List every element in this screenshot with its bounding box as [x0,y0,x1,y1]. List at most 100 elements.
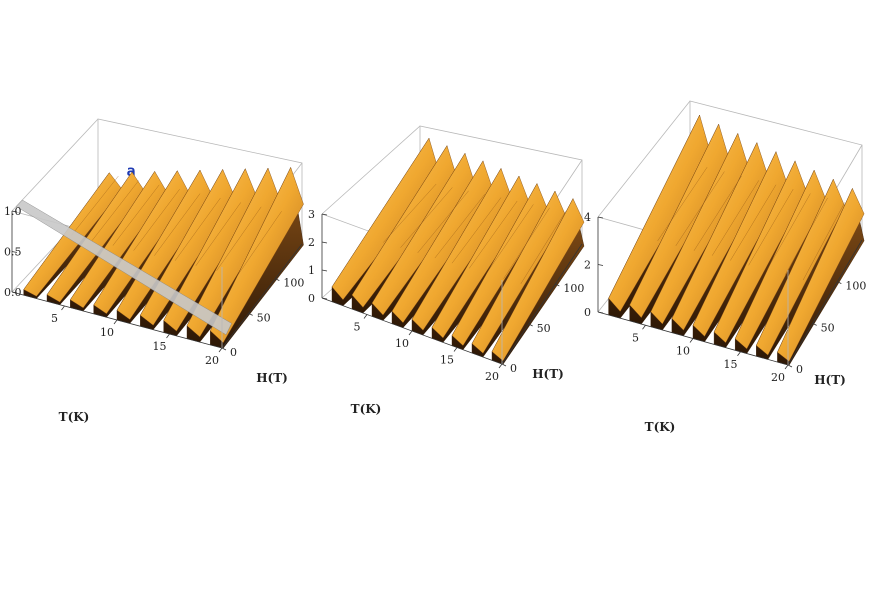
x-tick-label: 15 [153,340,167,353]
z-tick-mark [321,297,328,300]
mesh-line [675,171,725,246]
x-tick-mark [113,319,118,325]
y-tick-mark [275,278,280,282]
surface-mesh [657,167,846,281]
surface-ridge [210,166,304,344]
x-tick-label: 10 [100,326,114,339]
x-tick-mark [737,351,741,356]
surface-ridge [777,187,865,362]
mesh-line [657,167,708,242]
mesh-line [400,187,453,248]
surface [331,137,585,365]
panel-b: b01235101520050100T(K)H(T) [308,125,585,416]
z-tick-mark [321,269,328,272]
y-tick-label: 50 [537,322,551,335]
z-tick-label: 1.0 [4,205,22,218]
y-tick-label: 100 [283,277,304,290]
x-tick-label: 10 [676,345,690,358]
mesh-line [711,180,760,256]
y-tick-mark [837,281,842,285]
y-tick-mark [248,312,253,316]
z-tick-mark [597,264,604,266]
z-tick-mark [597,311,604,314]
y-tick-mark [501,363,507,367]
y-axis-label: H(T) [814,373,846,387]
x-tick-mark [642,325,646,330]
surface [608,114,865,366]
y-tick-mark [221,347,227,351]
mesh-line [802,202,846,281]
y-axis [787,239,863,366]
x-tick-mark [218,347,223,353]
x-tick-mark [689,338,694,343]
mesh-line [216,206,262,271]
x-tick-label: 20 [771,371,785,384]
x-tick-mark [363,314,368,319]
x-tick-label: 5 [632,331,639,344]
panel-c: c0245101520050100T(K)H(T) [584,100,866,434]
surface-mesh [383,183,567,284]
x-axis-label: T(K) [645,420,676,434]
mesh-line [520,211,567,284]
z-tick-label: 0 [308,292,315,305]
x-tick-label: 15 [440,354,454,367]
x-axis-label: T(K) [59,410,90,424]
y-tick-mark [787,364,793,368]
panel-label: a [126,162,135,180]
mesh-line [112,184,160,246]
y-axis-label: H(T) [256,371,288,385]
y-tick-mark [528,323,533,327]
surface-plateau [15,199,232,336]
z-tick-mark [321,241,328,244]
mesh-line [383,183,437,243]
panel-a: a 0.0 0.5 1.0 5 10 15 20 0 50 100 T(K) H(T) [4,118,304,424]
mesh-line [154,193,201,256]
y-tick-mark [555,283,560,287]
z-tick-label: 4 [584,211,591,224]
z-tick-label: 2 [308,236,315,249]
mesh-line [730,184,777,261]
mesh-line [237,211,282,277]
mesh-line [486,204,534,274]
surface [15,166,304,349]
x-tick-mark [784,364,789,370]
x-tick-label: 5 [354,321,361,334]
x-tick-mark [498,363,503,369]
mesh-line [693,175,742,251]
x-tick-label: 10 [395,337,409,350]
z-tick-mark [597,216,604,219]
mesh-line [784,197,828,276]
x-tick-label: 20 [485,370,499,383]
box-top-edge [321,125,421,215]
mesh-line [195,202,242,266]
mesh-line [71,175,119,236]
x-tick-mark [408,330,413,336]
mesh-line [469,200,518,269]
y-tick-label: 100 [563,282,584,295]
y-tick-label: 100 [845,280,866,293]
y-tick-label: 0 [230,346,237,359]
y-tick-label: 0 [510,362,517,375]
mesh-line [133,189,180,251]
z-tick-label: 0.5 [4,246,22,259]
y-tick-label: 50 [257,311,271,324]
x-axis-label: T(K) [351,402,382,416]
y-tick-mark [812,322,817,326]
z-tick-label: 1 [308,264,315,277]
x-tick-mark [166,333,170,339]
mesh-line [174,197,221,261]
x-tick-label: 15 [724,358,738,371]
x-tick-label: 20 [205,354,219,367]
z-tick-label: 2 [584,259,591,272]
z-tick-mark [11,291,18,294]
surface-mesh [71,175,282,277]
surface-ridge [491,198,585,362]
mesh-line [766,193,811,271]
mesh-line [434,194,485,259]
mesh-line [451,197,502,264]
mesh-line [748,189,794,266]
mesh-line [91,180,139,241]
y-axis [501,243,583,365]
y-axis-label: H(T) [532,367,564,381]
